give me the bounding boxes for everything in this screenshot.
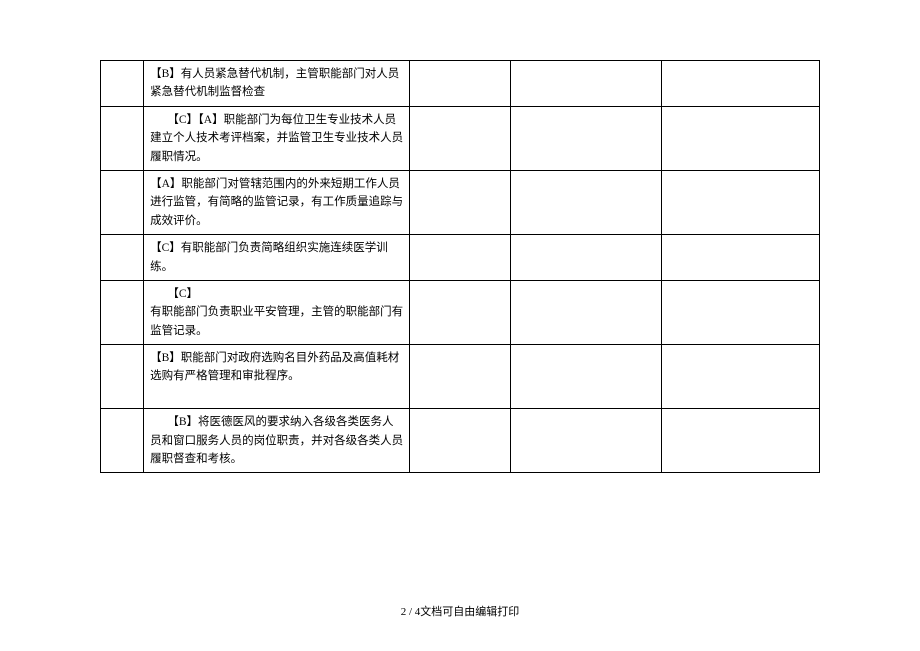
cell-c4 <box>510 170 661 234</box>
cell-c3 <box>410 235 511 281</box>
cell-c1 <box>101 61 144 107</box>
cell-c2: 【C】有职能部门负责职业平安管理，主管的职能部门有监管记录。 <box>144 280 410 344</box>
table-row: 【B】职能部门对政府选购名目外药品及高值耗材选购有严格管理和审批程序。 <box>101 345 820 409</box>
table-row: 【B】有人员紧急替代机制，主管职能部门对人员紧急替代机制监督检查 <box>101 61 820 107</box>
cell-c5 <box>661 61 819 107</box>
cell-c1 <box>101 170 144 234</box>
cell-c5 <box>661 280 819 344</box>
page-footer: 2 / 4文档可自由编辑打印 <box>0 603 920 619</box>
cell-c2: 【B】职能部门对政府选购名目外药品及高值耗材选购有严格管理和审批程序。 <box>144 345 410 409</box>
cell-c5 <box>661 409 819 473</box>
cell-c4 <box>510 106 661 170</box>
cell-c1 <box>101 280 144 344</box>
cell-c5 <box>661 106 819 170</box>
cell-c3 <box>410 170 511 234</box>
table-row: 【C】【A】职能部门为每位卫生专业技术人员建立个人技术考评档案，并监管卫生专业技… <box>101 106 820 170</box>
cell-c1 <box>101 409 144 473</box>
cell-c2: 【B】将医德医风的要求纳入各级各类医务人员和窗口服务人员的岗位职责，并对各级各类… <box>144 409 410 473</box>
cell-c3 <box>410 345 511 409</box>
cell-c4 <box>510 280 661 344</box>
assessment-table: 【B】有人员紧急替代机制，主管职能部门对人员紧急替代机制监督检查 【C】【A】职… <box>100 60 820 473</box>
table-row: 【C】有职能部门负责职业平安管理，主管的职能部门有监管记录。 <box>101 280 820 344</box>
document-page: 【B】有人员紧急替代机制，主管职能部门对人员紧急替代机制监督检查 【C】【A】职… <box>0 0 920 473</box>
cell-c1 <box>101 106 144 170</box>
cell-c3 <box>410 409 511 473</box>
cell-c4 <box>510 235 661 281</box>
table-row: 【C】有职能部门负责简略组织实施连续医学训练。 <box>101 235 820 281</box>
cell-c4 <box>510 345 661 409</box>
cell-c2: 【C】有职能部门负责简略组织实施连续医学训练。 <box>144 235 410 281</box>
cell-c4 <box>510 409 661 473</box>
table-row: 【B】将医德医风的要求纳入各级各类医务人员和窗口服务人员的岗位职责，并对各级各类… <box>101 409 820 473</box>
cell-c4 <box>510 61 661 107</box>
cell-c2: 【A】职能部门对管辖范围内的外来短期工作人员进行监管，有简略的监管记录，有工作质… <box>144 170 410 234</box>
cell-c3 <box>410 61 511 107</box>
cell-c1 <box>101 235 144 281</box>
cell-c3 <box>410 106 511 170</box>
cell-c1 <box>101 345 144 409</box>
cell-c5 <box>661 235 819 281</box>
cell-c5 <box>661 170 819 234</box>
table-row: 【A】职能部门对管辖范围内的外来短期工作人员进行监管，有简略的监管记录，有工作质… <box>101 170 820 234</box>
cell-c3 <box>410 280 511 344</box>
cell-c2: 【C】【A】职能部门为每位卫生专业技术人员建立个人技术考评档案，并监管卫生专业技… <box>144 106 410 170</box>
cell-c5 <box>661 345 819 409</box>
cell-c2: 【B】有人员紧急替代机制，主管职能部门对人员紧急替代机制监督检查 <box>144 61 410 107</box>
